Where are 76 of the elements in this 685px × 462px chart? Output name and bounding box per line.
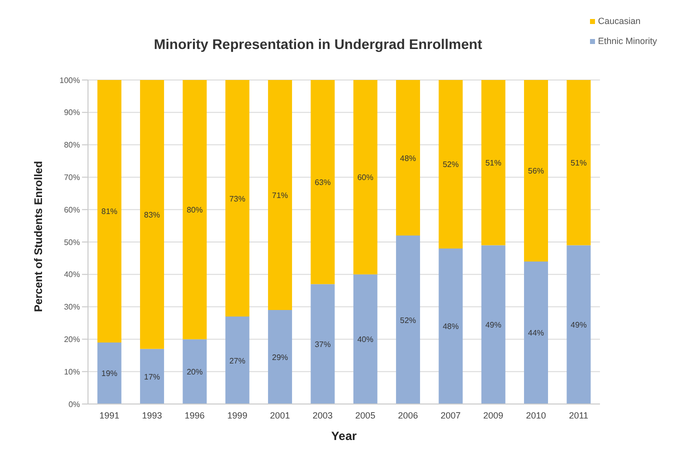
data-label: 63%: [314, 178, 331, 188]
bar: [524, 261, 548, 404]
y-tick-label: 50%: [64, 238, 80, 247]
y-tick-label: 0%: [68, 400, 80, 409]
data-label: 29%: [272, 353, 288, 362]
bar: [566, 245, 591, 404]
legend-label: Caucasian: [598, 16, 640, 26]
x-tick-label: 1993: [142, 410, 162, 420]
bar: [396, 80, 420, 236]
bar: [438, 248, 463, 404]
bar: [481, 80, 506, 246]
y-axis-title: Percent of Students Enrolled: [32, 161, 45, 312]
bar: [140, 348, 164, 404]
y-tick-label: 100%: [60, 76, 80, 85]
data-label: 44%: [528, 328, 544, 338]
chart-title: Minority Representation in Undergrad Enrollment: [152, 36, 484, 52]
y-tick-label: 30%: [64, 302, 80, 312]
x-tick-label: 1991: [99, 410, 120, 420]
y-tick-label: 70%: [64, 173, 80, 182]
y-tick-label: 40%: [64, 270, 80, 280]
bar: [310, 80, 335, 284]
bar: [524, 80, 548, 262]
data-label: 80%: [186, 206, 203, 215]
x-tick-label: 2003: [312, 410, 333, 420]
y-tick-label: 90%: [64, 108, 80, 118]
data-label: 17%: [144, 372, 160, 382]
data-label: 73%: [229, 194, 246, 204]
x-tick-label: 2005: [355, 410, 376, 420]
bar: [353, 274, 378, 404]
bar: [310, 284, 335, 404]
bar: [140, 80, 164, 349]
bar: [182, 80, 207, 340]
data-label: 52%: [442, 160, 459, 170]
data-label: 51%: [485, 158, 502, 168]
x-tick-label: 1996: [184, 410, 205, 420]
data-label: 49%: [570, 320, 587, 330]
x-tick-label: 2010: [526, 410, 546, 420]
data-label: 81%: [101, 207, 118, 216]
legend-label: Ethnic Minority: [598, 36, 657, 46]
y-tick-label: 80%: [64, 140, 80, 150]
bar: [481, 245, 506, 404]
data-label: 48%: [400, 154, 416, 163]
y-tick-label: 60%: [64, 205, 80, 214]
data-label: 27%: [229, 356, 246, 366]
data-label: 71%: [272, 191, 288, 200]
data-label: 51%: [570, 158, 587, 168]
bar: [353, 80, 378, 274]
x-tick-label: 2011: [568, 410, 588, 420]
bar: [268, 310, 292, 404]
bar: [182, 339, 207, 404]
x-tick-label: 2001: [270, 410, 290, 420]
data-label: 56%: [528, 166, 544, 176]
bar: [225, 80, 250, 317]
bar: [268, 80, 292, 310]
bar: [438, 80, 463, 248]
bar: [225, 316, 250, 404]
data-label: 83%: [144, 210, 160, 220]
bar: [566, 80, 591, 246]
data-label: 49%: [485, 320, 502, 330]
x-axis-title: Year: [331, 429, 357, 443]
y-tick-label: 20%: [64, 335, 80, 344]
data-label: 20%: [186, 368, 203, 377]
bar: [396, 236, 420, 404]
data-label: 37%: [314, 340, 331, 350]
data-label: 60%: [357, 173, 374, 182]
x-tick-label: 1999: [227, 410, 248, 420]
bar: [97, 80, 122, 342]
y-tick-label: 10%: [64, 367, 80, 376]
data-label: 52%: [400, 316, 416, 325]
x-tick-label: 2009: [483, 410, 504, 420]
x-tick-label: 2007: [440, 410, 461, 420]
data-label: 40%: [357, 335, 374, 344]
bar: [97, 342, 122, 404]
data-label: 48%: [442, 322, 459, 332]
x-tick-label: 2006: [398, 410, 418, 420]
data-label: 19%: [101, 369, 118, 378]
